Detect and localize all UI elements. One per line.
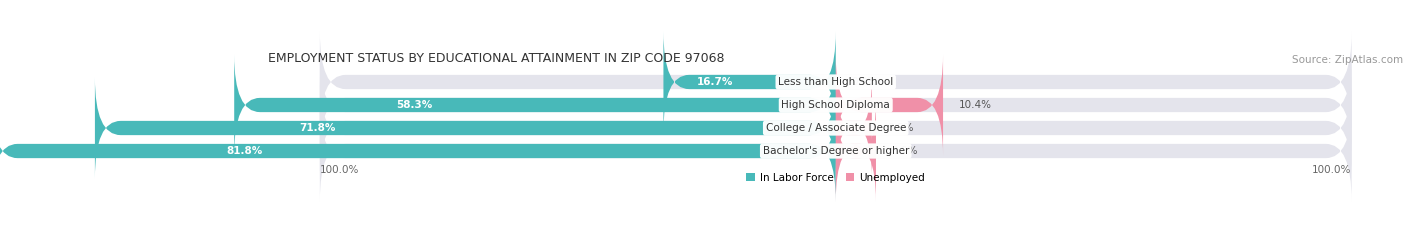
Text: Source: ZipAtlas.com: Source: ZipAtlas.com bbox=[1292, 55, 1403, 65]
FancyBboxPatch shape bbox=[835, 78, 872, 178]
Text: 100.0%: 100.0% bbox=[319, 165, 359, 175]
FancyBboxPatch shape bbox=[96, 78, 835, 178]
FancyBboxPatch shape bbox=[319, 32, 1351, 132]
Text: 10.4%: 10.4% bbox=[959, 100, 991, 110]
FancyBboxPatch shape bbox=[835, 101, 876, 201]
FancyBboxPatch shape bbox=[235, 55, 835, 155]
Text: 58.3%: 58.3% bbox=[396, 100, 433, 110]
Text: High School Diploma: High School Diploma bbox=[782, 100, 890, 110]
Text: Less than High School: Less than High School bbox=[778, 77, 893, 87]
Legend: In Labor Force, Unemployed: In Labor Force, Unemployed bbox=[747, 172, 925, 182]
Text: 100.0%: 100.0% bbox=[1312, 165, 1351, 175]
FancyBboxPatch shape bbox=[0, 101, 835, 201]
Text: 3.5%: 3.5% bbox=[887, 123, 914, 133]
Text: College / Associate Degree: College / Associate Degree bbox=[765, 123, 905, 133]
Text: 81.8%: 81.8% bbox=[226, 146, 263, 156]
Text: EMPLOYMENT STATUS BY EDUCATIONAL ATTAINMENT IN ZIP CODE 97068: EMPLOYMENT STATUS BY EDUCATIONAL ATTAINM… bbox=[269, 52, 724, 65]
FancyBboxPatch shape bbox=[319, 55, 1351, 155]
FancyBboxPatch shape bbox=[319, 78, 1351, 178]
FancyBboxPatch shape bbox=[319, 101, 1351, 201]
Text: 3.9%: 3.9% bbox=[891, 146, 918, 156]
Text: 0.0%: 0.0% bbox=[851, 77, 877, 87]
FancyBboxPatch shape bbox=[835, 55, 943, 155]
Text: Bachelor's Degree or higher: Bachelor's Degree or higher bbox=[762, 146, 908, 156]
FancyBboxPatch shape bbox=[664, 32, 835, 132]
Text: 16.7%: 16.7% bbox=[697, 77, 734, 87]
Text: 71.8%: 71.8% bbox=[299, 123, 336, 133]
